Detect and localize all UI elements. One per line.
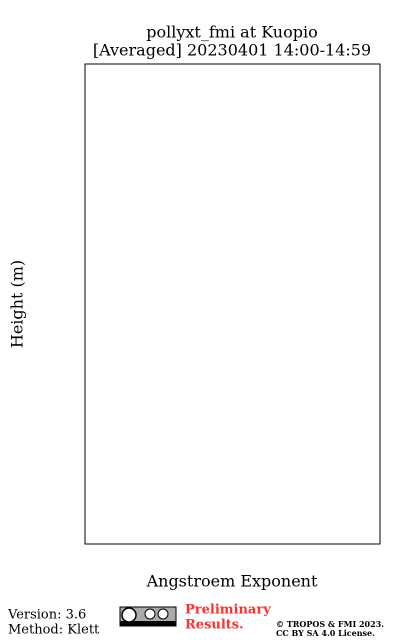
x-axis-label: Angstroem Exponent xyxy=(146,572,318,591)
copyright: © TROPOS & FMI 2023. xyxy=(276,619,384,629)
cc-icon xyxy=(119,606,177,627)
preliminary: Results. xyxy=(185,618,244,633)
y-axis-label: Height (m) xyxy=(8,260,27,348)
method: Method: Klett xyxy=(8,623,100,638)
chart-subtitle: [Averaged] 20230401 14:00-14:59 xyxy=(93,41,371,60)
plot-frame xyxy=(84,63,381,545)
copyright: CC BY SA 4.0 License. xyxy=(276,628,375,638)
chart-title: pollyxt_fmi at Kuopio xyxy=(146,23,317,42)
version: Version: 3.6 xyxy=(7,608,86,623)
preliminary: Preliminary xyxy=(185,603,271,618)
